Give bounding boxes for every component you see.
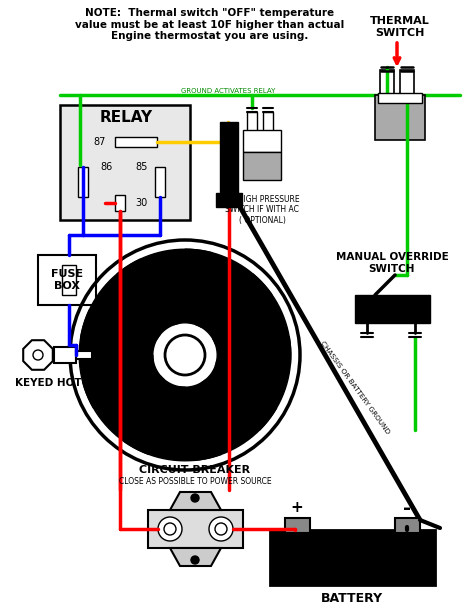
Text: FUSE
BOX: FUSE BOX [51,269,83,291]
Text: +: + [291,500,303,516]
Bar [115,137,157,147]
Bar [62,265,76,295]
Polygon shape [117,249,212,327]
Bar [395,518,420,533]
Polygon shape [179,379,277,460]
Bar [375,95,425,140]
Polygon shape [185,249,272,344]
Text: GROUND ACTIVATES RELAY: GROUND ACTIVATES RELAY [181,88,275,94]
Bar [380,70,394,95]
Polygon shape [201,337,291,430]
Bar [247,112,257,132]
Circle shape [165,335,205,375]
Text: NOTE:  Thermal switch "OFF" temperature
value must be at least 10F higher than a: NOTE: Thermal switch "OFF" temperature v… [75,8,345,41]
Bar [115,195,125,211]
Circle shape [164,523,176,535]
Polygon shape [81,259,179,339]
Text: THERMAL
SWITCH: THERMAL SWITCH [370,16,430,38]
Circle shape [33,350,43,360]
Bar [220,122,238,197]
Text: KEYED HOT ( + ): KEYED HOT ( + ) [15,378,111,388]
Circle shape [158,517,182,541]
Polygon shape [170,548,221,566]
Text: CHASSIS OR BATTERY GROUND: CHASSIS OR BATTERY GROUND [319,340,391,435]
Text: FAN: FAN [238,373,272,387]
Bar [355,295,430,323]
Polygon shape [124,376,221,461]
Bar [243,152,281,180]
Circle shape [215,523,227,535]
Bar [263,112,273,132]
Text: RELAY: RELAY [100,110,153,126]
Bar [148,510,243,548]
Bar [400,70,414,95]
Bar [76,351,92,359]
Polygon shape [23,340,53,370]
Text: MANUAL OVERRIDE
SWITCH: MANUAL OVERRIDE SWITCH [336,252,448,274]
Polygon shape [170,492,221,510]
Text: 87: 87 [94,137,106,147]
Bar [78,167,88,197]
Circle shape [191,556,199,564]
Bar [285,518,310,533]
Circle shape [191,494,199,502]
Bar [60,105,190,220]
Bar [243,130,281,152]
Bar [54,347,76,363]
Text: 86: 86 [100,162,112,172]
Text: CLOSE AS POSSIBLE TO POWER SOURCE: CLOSE AS POSSIBLE TO POWER SOURCE [118,476,271,485]
Text: BATTERY: BATTERY [321,592,383,604]
Circle shape [209,517,233,541]
Text: -: - [403,498,411,517]
Bar [38,255,96,305]
Text: CIRCUIT BREAKER: CIRCUIT BREAKER [139,465,251,475]
Bar [155,167,165,197]
Text: 85: 85 [136,162,148,172]
Bar [270,530,435,585]
Bar [378,93,422,103]
Text: 30: 30 [135,198,147,208]
Polygon shape [83,355,164,454]
Polygon shape [213,274,291,366]
Text: AC HIGH PRESSURE
SWITCH IF WITH AC
( OPTIONAL): AC HIGH PRESSURE SWITCH IF WITH AC ( OPT… [225,195,299,225]
Polygon shape [79,310,160,408]
Bar [216,193,242,207]
